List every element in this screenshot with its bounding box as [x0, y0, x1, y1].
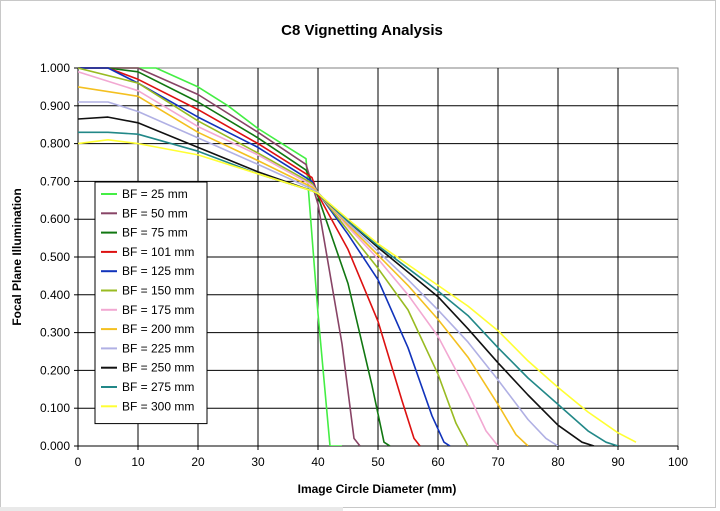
y-tick-label: 0.500 [40, 250, 70, 264]
y-tick-label: 0.000 [40, 439, 70, 453]
x-tick-label: 70 [491, 455, 505, 469]
y-tick-label: 0.700 [40, 174, 70, 188]
x-tick-label: 40 [311, 455, 325, 469]
series-line-bf-50-mm [78, 67, 361, 446]
y-tick-label: 0.200 [40, 363, 70, 377]
x-tick-label: 100 [668, 455, 688, 469]
series-line-bf-75-mm [78, 67, 391, 446]
legend-box [94, 181, 208, 425]
x-tick-label: 90 [611, 455, 625, 469]
bottom-strip [0, 507, 343, 511]
y-tick-label: 0.300 [40, 326, 70, 340]
series-line-bf-250-mm [78, 116, 595, 446]
chart-title: C8 Vignetting Analysis [281, 22, 443, 39]
series-line-bf-25-mm [78, 67, 342, 446]
y-tick-label: 0.600 [40, 212, 70, 226]
legend-label: BF = 250 mm [122, 361, 194, 375]
series-line-bf-300-mm [78, 139, 637, 443]
legend-label: BF = 225 mm [122, 341, 194, 355]
x-tick-label: 30 [251, 455, 265, 469]
legend: BF = 25 mm BF = 50 mm BF = 75 mm BF = 101 m… [94, 181, 208, 425]
legend-label: BF = 175 mm [122, 303, 194, 317]
legend-label: BF = 200 mm [122, 322, 194, 336]
x-tick-label: 10 [131, 455, 145, 469]
x-tick-label: 60 [431, 455, 445, 469]
y-tick-label: 0.400 [40, 288, 70, 302]
legend-label: BF = 50 mm [122, 206, 188, 220]
series-lines [78, 67, 637, 446]
legend-label: BF = 125 mm [122, 264, 194, 278]
legend-label: BF = 275 mm [122, 380, 194, 394]
y-tick-label: 1.000 [40, 61, 70, 75]
series-line-bf-150-mm [78, 67, 469, 446]
series-line-bf-225-mm [78, 101, 559, 446]
x-tick-label: 50 [371, 455, 385, 469]
legend-label: BF = 300 mm [122, 399, 194, 413]
y-axis-ticks: 0.000 0.100 0.200 0.300 0.400 0.500 0.600 0.700… [40, 61, 70, 453]
legend-label: BF = 75 mm [122, 226, 188, 240]
legend-label: BF = 101 mm [122, 245, 194, 259]
y-tick-label: 0.900 [40, 99, 70, 113]
series-line-bf-200-mm [78, 86, 529, 446]
y-axis-label: Focal Plane Illumination [10, 188, 24, 325]
x-tick-label: 80 [551, 455, 565, 469]
legend-label: BF = 25 mm [122, 187, 188, 201]
y-tick-label: 0.800 [40, 137, 70, 151]
x-axis-label: Image Circle Diameter (mm) [298, 482, 457, 496]
x-tick-label: 20 [191, 455, 205, 469]
y-tick-label: 0.100 [40, 401, 70, 415]
series-line-bf-175-mm [78, 71, 499, 446]
legend-label: BF = 150 mm [122, 284, 194, 298]
x-tick-label: 0 [75, 455, 82, 469]
series-line-bf-275-mm [78, 131, 619, 446]
x-axis-ticks: 0 10 20 30 40 50 60 70 80 90 100 [75, 455, 689, 469]
